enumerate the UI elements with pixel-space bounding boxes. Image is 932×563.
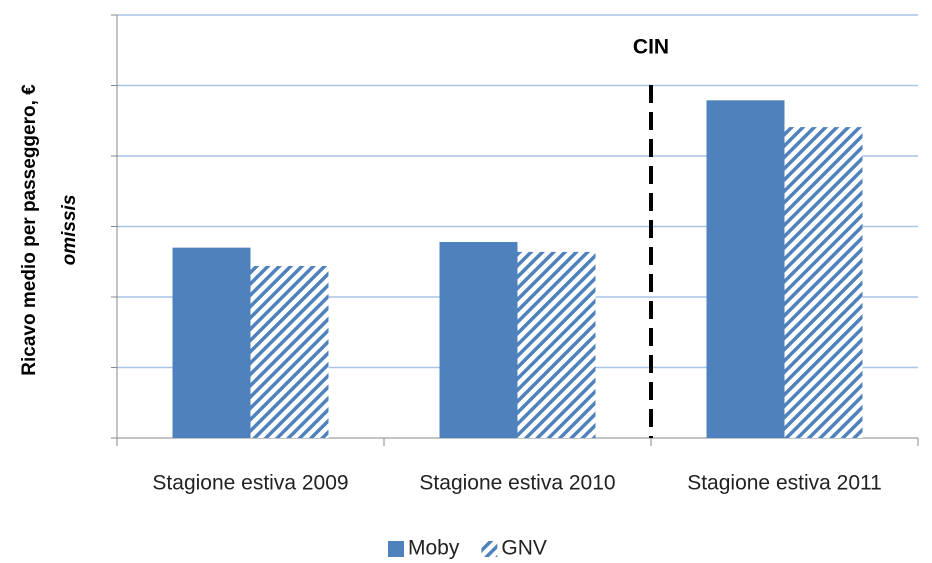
legend-label: Moby	[408, 537, 460, 560]
y-axis-subtitle: omissis	[59, 195, 80, 266]
bar	[172, 247, 251, 438]
bar	[706, 100, 785, 439]
legend-swatch	[481, 541, 498, 557]
y-axis-title: Ricavo medio per passeggero, €	[19, 84, 40, 376]
bar	[784, 127, 863, 438]
legend-swatch	[388, 541, 404, 557]
annotation-label: CIN	[633, 36, 669, 59]
legend-label: GNV	[501, 537, 547, 560]
bar	[517, 251, 596, 438]
x-tick-label: Stagione estiva 2010	[419, 472, 615, 495]
x-tick-label: Stagione estiva 2009	[152, 472, 348, 495]
bar	[250, 265, 329, 438]
x-tick-label: Stagione estiva 2011	[687, 472, 882, 495]
bar	[439, 242, 518, 438]
